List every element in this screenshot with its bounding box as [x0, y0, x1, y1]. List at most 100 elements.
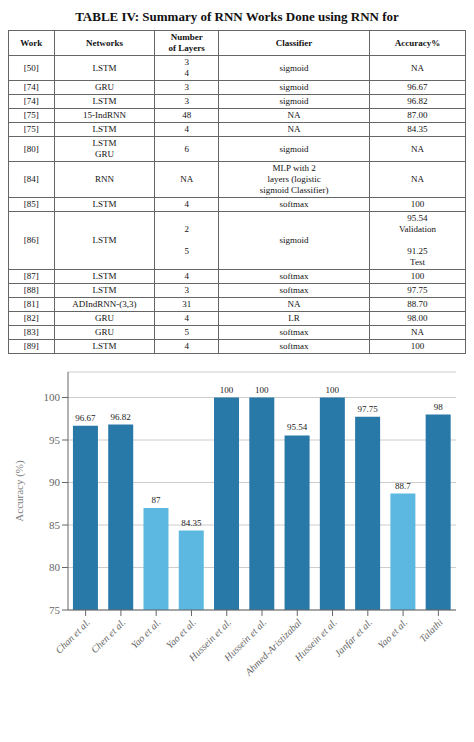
html-text:97.75: 97.75 — [407, 285, 428, 295]
html-text:MLP with 2 layers (logistic si: MLP with 2 layers (logistic sigmoid Clas… — [259, 163, 329, 195]
html-text:RNN: RNN — [94, 174, 114, 184]
html-text:3 4: 3 4 — [184, 57, 189, 78]
html-text:Classifier: Classifier — [275, 37, 313, 48]
html-text:[50]: [50] — [23, 62, 39, 73]
html-text:softmax: softmax — [279, 327, 309, 337]
html-text:softmax: softmax — [279, 271, 309, 281]
html-text:LSTM GRU: LSTM GRU — [92, 138, 117, 159]
svg-text:100: 100 — [220, 385, 234, 395]
html-text:[75]: [75] — [23, 110, 39, 120]
svg-text:Hussein et al.: Hussein et al. — [292, 617, 339, 664]
svg-text:Hussein et al.: Hussein et al. — [186, 616, 234, 664]
html-text:NA: NA — [287, 124, 301, 134]
svg-text:85: 85 — [49, 519, 61, 531]
html-text:LSTM: LSTM — [92, 271, 117, 281]
html-text:LSTM: LSTM — [92, 235, 117, 245]
html-text:ADIndRNN-(3,3): ADIndRNN-(3,3) — [72, 299, 137, 309]
svg-text:Chen et al.: Chen et al. — [89, 617, 128, 656]
html-text:sigmoid: sigmoid — [279, 235, 309, 245]
html-text:84.35: 84.35 — [407, 124, 428, 134]
html-text:100: 100 — [410, 199, 425, 209]
html-text:sigmoid: sigmoid — [279, 143, 309, 154]
html-text:88.70: 88.70 — [407, 299, 428, 309]
html-text:LSTM: LSTM — [92, 341, 117, 351]
html-text:87.00: 87.00 — [407, 110, 428, 120]
html-text:LSTM: LSTM — [92, 285, 117, 295]
html-text:48: 48 — [182, 110, 192, 120]
svg-text:100: 100 — [255, 385, 269, 395]
html-text:[88]: [88] — [23, 285, 39, 295]
svg-text:100: 100 — [44, 391, 61, 403]
svg-text:Yao et al.: Yao et al. — [129, 617, 163, 651]
html-text:100: 100 — [410, 341, 425, 351]
html-text:TABLE IV: Summary of RNN Works: TABLE IV: Summary of RNN Works Done usin… — [75, 9, 399, 24]
html-text:[74]: [74] — [23, 82, 39, 92]
svg-text:96.82: 96.82 — [111, 412, 131, 422]
html-text:LSTM: LSTM — [92, 199, 117, 209]
html-text:softmax: softmax — [279, 341, 309, 351]
html-text:softmax: softmax — [279, 199, 309, 209]
svg-text:Chan et al.: Chan et al. — [53, 617, 92, 656]
html-text:96.82: 96.82 — [407, 96, 428, 106]
html-text:[82]: [82] — [23, 313, 39, 323]
svg-text:Accuracy (%): Accuracy (%) — [13, 460, 26, 522]
svg-text:Hussein et al.: Hussein et al. — [222, 616, 269, 664]
html-text:3: 3 — [184, 82, 189, 92]
html-text:sigmoid: sigmoid — [279, 62, 309, 73]
html-text:NA: NA — [411, 143, 424, 154]
html-text:[84]: [84] — [23, 174, 39, 184]
svg-text:84.35: 84.35 — [181, 518, 202, 528]
svg-text:97.75: 97.75 — [357, 404, 378, 414]
svg-text:88.7: 88.7 — [395, 481, 411, 491]
html-text:GRU: GRU — [94, 313, 114, 323]
html-text:Work: Work — [20, 37, 43, 48]
html-text:LR: LR — [288, 313, 300, 323]
svg-text:87: 87 — [151, 495, 161, 505]
html-text:[80]: [80] — [23, 143, 39, 154]
html-text:[81]: [81] — [23, 299, 39, 309]
html-text:100: 100 — [410, 271, 425, 281]
html-text:15-IndRNN: 15-IndRNN — [83, 110, 126, 120]
html-text:LSTM: LSTM — [92, 62, 117, 73]
svg-text:90: 90 — [49, 476, 61, 488]
svg-text:98: 98 — [434, 402, 444, 412]
html-text:NA: NA — [287, 110, 301, 120]
html-text:softmax: softmax — [279, 285, 309, 295]
html-text:[85]: [85] — [23, 199, 39, 209]
html-text:GRU: GRU — [94, 327, 114, 337]
html-text:Networks: Networks — [86, 37, 123, 48]
html-text:96.67: 96.67 — [407, 82, 428, 92]
html-text:GRU: GRU — [94, 82, 114, 92]
html-text:NA: NA — [411, 327, 424, 337]
svg-text:Ahmed-Aristizabal: Ahmed-Aristizabal — [242, 617, 304, 679]
html-text:sigmoid: sigmoid — [279, 82, 309, 92]
svg-text:Janfar et al.: Janfar et al. — [332, 617, 374, 659]
svg-text:96.67: 96.67 — [75, 413, 96, 423]
svg-text:80: 80 — [49, 561, 61, 573]
html-text:NA: NA — [411, 62, 424, 73]
svg-text:75: 75 — [49, 604, 61, 616]
svg-text:95: 95 — [49, 434, 61, 446]
html-text:[74]: [74] — [23, 96, 39, 106]
html-text:31: 31 — [182, 299, 192, 309]
html-text:LSTM: LSTM — [92, 124, 117, 134]
html-text:Accuracy%: Accuracy% — [394, 37, 441, 48]
html-text:[86]: [86] — [23, 235, 39, 245]
svg-text:Yao et al.: Yao et al. — [164, 617, 198, 651]
html-text:[75]: [75] — [23, 124, 39, 134]
html-text:98.00: 98.00 — [407, 313, 428, 323]
svg-text:Talathi: Talathi — [417, 617, 445, 645]
svg-text:Yao et al.: Yao et al. — [375, 617, 409, 651]
html-text:95.54 Validation 91.25 Test: 95.54 Validation 91.25 Test — [399, 213, 436, 267]
html-text:NA: NA — [287, 299, 301, 309]
html-text:LSTM: LSTM — [92, 96, 117, 106]
svg-text:100: 100 — [326, 385, 340, 395]
html-text:[89]: [89] — [23, 341, 39, 351]
html-text:[87]: [87] — [23, 271, 39, 281]
svg-text:95.54: 95.54 — [287, 422, 308, 432]
html-text:Number of Layers: Number of Layers — [168, 32, 205, 53]
html-text:NA: NA — [180, 174, 194, 184]
html-text:sigmoid: sigmoid — [279, 96, 309, 106]
html-text:NA: NA — [411, 174, 424, 184]
html-text:[83]: [83] — [23, 327, 39, 337]
